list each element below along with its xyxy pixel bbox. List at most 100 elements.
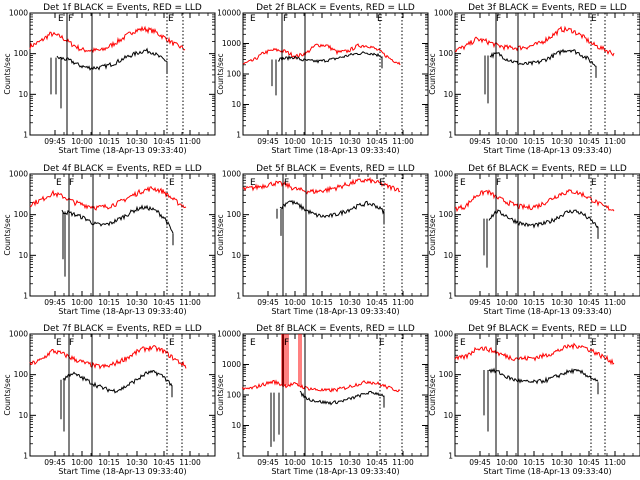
- y-tick-label: 10: [443, 411, 453, 420]
- y-axis-label: Counts/sec: [216, 53, 225, 94]
- lld-series-red: [29, 186, 187, 211]
- panel-3: Det 3f BLACK = Events, RED = LLD 1 10 100 10…: [428, 3, 640, 155]
- x-tick-label: 10:45: [153, 298, 175, 307]
- x-axis-label: Start Time (18-Apr-13 09:33:40): [58, 467, 186, 476]
- panel-title: Det 6f BLACK = Events, RED = LLD: [468, 164, 627, 174]
- x-tick-label: 09:45: [469, 458, 491, 467]
- flag-label: F: [284, 178, 289, 188]
- panel-title: Det 1f BLACK = Events, RED = LLD: [43, 3, 202, 13]
- y-tick-label: 1000: [9, 9, 28, 18]
- x-tick-label: 10:00: [496, 298, 518, 307]
- lld-series-red: [454, 342, 615, 366]
- y-tick-label: 1: [448, 131, 453, 140]
- x-axis-label: Start Time (18-Apr-13 09:33:40): [58, 146, 186, 155]
- flag-label: E: [377, 14, 383, 24]
- flag-label: F: [68, 14, 73, 24]
- flag-label: E: [169, 178, 175, 188]
- flag-label: F: [496, 178, 501, 188]
- flag-label: E: [460, 178, 466, 188]
- y-tick-label: 10000: [217, 9, 241, 18]
- x-axis-label: Start Time (18-Apr-13 09:33:40): [483, 467, 611, 476]
- x-tick-label: 10:30: [126, 137, 148, 146]
- panel-title: Det 7f BLACK = Events, RED = LLD: [43, 324, 202, 334]
- y-tick-label: 1000: [222, 170, 241, 179]
- x-tick-label: 10:45: [578, 458, 600, 467]
- flag-label: E: [250, 338, 256, 348]
- y-axis-label: Counts/sec: [216, 374, 225, 415]
- plot-frame: [454, 333, 640, 457]
- panel-title: Det 2f BLACK = Events, RED = LLD: [256, 3, 415, 13]
- x-tick-label: 10:00: [496, 458, 518, 467]
- y-tick-label: 10: [443, 90, 453, 99]
- panel-title: Det 3f BLACK = Events, RED = LLD: [468, 3, 627, 13]
- x-tick-label: 10:45: [153, 458, 175, 467]
- events-series-black: [61, 204, 174, 234]
- events-series-black: [299, 390, 385, 406]
- x-tick-label: 09:45: [44, 137, 66, 146]
- y-tick-label: 1000: [434, 170, 453, 179]
- flag-label: E: [250, 14, 256, 24]
- y-axis-label: Counts/sec: [3, 214, 12, 255]
- panel-4: Det 4f BLACK = Events, RED = LLD 1 10 100 10…: [3, 164, 216, 316]
- flag-label: E: [460, 14, 466, 24]
- flag-label: E: [379, 178, 385, 188]
- x-tick-label: 10:45: [366, 137, 388, 146]
- y-tick-label: 1: [23, 131, 28, 140]
- y-tick-label: 1: [236, 131, 241, 140]
- flag-label: E: [591, 178, 597, 188]
- y-tick-label: 1: [236, 292, 241, 301]
- lld-series-red: [241, 379, 401, 393]
- y-tick-label: 1: [448, 452, 453, 461]
- x-tick-label: 10:30: [551, 137, 573, 146]
- y-tick-label: 10000: [217, 330, 241, 339]
- x-tick-label: 11:00: [604, 298, 626, 307]
- y-tick-label: 1: [448, 292, 453, 301]
- lld-series-red: [454, 188, 615, 213]
- y-tick-label: 100: [14, 210, 29, 219]
- events-series-black: [62, 369, 173, 394]
- flag-label: F: [496, 14, 501, 24]
- y-tick-label: 1000: [222, 39, 241, 48]
- panel-title: Det 5f BLACK = Events, RED = LLD: [256, 164, 415, 174]
- y-tick-label: 100: [227, 391, 242, 400]
- x-axis-label: Start Time (18-Apr-13 09:33:40): [271, 307, 399, 316]
- lld-series-red: [454, 25, 615, 57]
- flag-label: F: [69, 178, 74, 188]
- x-tick-label: 11:00: [604, 458, 626, 467]
- panel-title: Det 8f BLACK = Events, RED = LLD: [256, 324, 415, 334]
- x-tick-label: 11:00: [392, 298, 414, 307]
- y-tick-label: 10: [443, 251, 453, 260]
- x-tick-label: 09:45: [257, 458, 279, 467]
- plot-frame: [242, 173, 429, 297]
- x-tick-label: 11:00: [179, 298, 201, 307]
- x-tick-label: 09:45: [257, 137, 279, 146]
- lld-series-red: [29, 25, 186, 54]
- lld-series-red: [242, 43, 401, 66]
- x-tick-label: 10:15: [311, 458, 333, 467]
- lld-series-red: [242, 177, 401, 195]
- events-series-black: [488, 367, 599, 385]
- flag-label: E: [169, 338, 175, 348]
- x-tick-label: 09:45: [469, 298, 491, 307]
- plot-frame: [454, 173, 640, 297]
- x-tick-label: 10:00: [71, 458, 93, 467]
- x-tick-label: 10:00: [71, 137, 93, 146]
- y-tick-label: 100: [439, 210, 454, 219]
- x-axis-label: Start Time (18-Apr-13 09:33:40): [271, 467, 399, 476]
- panel-title: Det 9f BLACK = Events, RED = LLD: [468, 324, 627, 334]
- y-tick-label: 1000: [222, 360, 241, 369]
- y-tick-label: 10: [231, 100, 241, 109]
- y-axis-label: Counts/sec: [428, 53, 437, 94]
- y-tick-label: 1: [236, 452, 241, 461]
- panel-6: Det 6f BLACK = Events, RED = LLD 1 10 100 10…: [428, 164, 640, 316]
- y-axis-label: Counts/sec: [3, 53, 12, 94]
- y-tick-label: 100: [227, 210, 242, 219]
- x-axis-label: Start Time (18-Apr-13 09:33:40): [483, 146, 611, 155]
- x-tick-label: 09:45: [257, 298, 279, 307]
- y-tick-label: 1: [23, 292, 28, 301]
- x-tick-label: 10:30: [339, 458, 361, 467]
- x-tick-label: 10:15: [523, 458, 545, 467]
- x-tick-label: 10:30: [339, 137, 361, 146]
- x-tick-label: 10:00: [284, 458, 306, 467]
- x-tick-label: 10:00: [284, 137, 306, 146]
